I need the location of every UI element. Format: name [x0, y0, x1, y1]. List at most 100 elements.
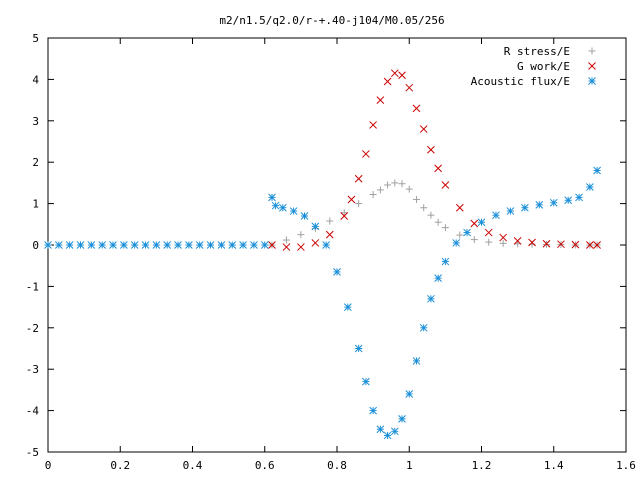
series-1	[268, 179, 601, 249]
data-point	[586, 183, 594, 191]
data-point	[434, 218, 442, 226]
data-point	[54, 241, 63, 249]
data-point	[543, 241, 551, 249]
data-point	[195, 241, 204, 249]
legend-marker	[588, 77, 596, 85]
data-point	[427, 211, 435, 219]
data-point	[206, 241, 215, 249]
y-tick-label: 4	[32, 73, 39, 86]
data-point	[289, 207, 298, 215]
data-point	[412, 104, 421, 113]
data-point	[362, 150, 370, 158]
data-point	[65, 241, 74, 249]
x-tick-label: 0.2	[110, 459, 130, 472]
data-point	[419, 125, 428, 133]
data-point	[455, 203, 464, 212]
data-point	[174, 241, 182, 249]
x-tick-label: 0.6	[255, 459, 275, 472]
data-point	[120, 241, 128, 249]
data-point	[98, 241, 107, 249]
data-point	[383, 431, 392, 440]
y-tick-label: -3	[26, 363, 39, 376]
data-point	[557, 240, 565, 249]
data-point	[420, 204, 428, 212]
y-tick-label: -2	[26, 322, 39, 335]
data-point	[412, 357, 421, 365]
data-point	[268, 241, 276, 249]
data-point	[513, 237, 522, 245]
data-point	[492, 211, 500, 220]
data-point	[311, 222, 320, 231]
series-2	[268, 69, 601, 251]
data-point	[152, 241, 161, 249]
data-point	[383, 77, 392, 86]
x-tick-label: 1.6	[616, 459, 636, 472]
data-point	[434, 164, 443, 173]
data-point	[355, 200, 363, 208]
data-point	[477, 218, 486, 227]
data-point	[564, 196, 573, 205]
data-point	[326, 217, 334, 225]
data-point	[398, 180, 406, 188]
y-tick-label: -1	[26, 280, 39, 293]
data-point	[354, 174, 363, 183]
x-tick-label: 1.4	[544, 459, 564, 472]
data-point	[130, 241, 139, 249]
data-point	[297, 231, 305, 239]
data-point	[427, 294, 435, 303]
data-point	[506, 207, 515, 215]
data-point	[347, 195, 356, 204]
data-point	[278, 203, 287, 212]
data-point	[586, 241, 594, 249]
data-point	[452, 239, 461, 247]
data-point	[463, 228, 471, 237]
data-point	[282, 236, 290, 244]
data-point	[575, 193, 583, 202]
x-tick-label: 1	[406, 459, 413, 472]
legend-label: R stress/E	[504, 45, 570, 58]
x-tick-label: 0.8	[327, 459, 347, 472]
y-tick-label: 1	[32, 198, 39, 211]
data-point	[369, 406, 377, 415]
data-point	[271, 201, 280, 210]
data-point	[87, 241, 96, 249]
data-point	[485, 238, 493, 246]
y-tick-label: -5	[26, 446, 39, 459]
legend-marker	[588, 62, 596, 70]
data-point	[76, 241, 85, 249]
x-tick-label: 1.2	[472, 459, 492, 472]
data-point	[470, 219, 479, 228]
data-point	[427, 145, 435, 154]
data-point	[405, 83, 414, 92]
legend-label: G work/E	[517, 60, 570, 73]
data-point	[340, 209, 348, 217]
data-point	[376, 96, 385, 104]
data-point	[391, 179, 399, 187]
data-point	[185, 241, 193, 249]
data-point	[109, 241, 117, 249]
data-point	[405, 390, 414, 398]
data-point	[268, 193, 276, 202]
data-point	[549, 198, 558, 207]
data-point	[390, 69, 399, 78]
data-point	[456, 231, 464, 239]
chart-title: m2/n1.5/q2.0/r-+.40-j104/M0.05/256	[219, 14, 444, 27]
y-tick-label: -4	[26, 405, 40, 418]
data-point	[484, 228, 493, 237]
data-point	[499, 239, 507, 247]
data-point	[390, 427, 399, 436]
x-axis: 0 0.2 0.4 0.6 0.8 1 1.2 1.4 1.6	[45, 38, 636, 472]
legend-label: Acoustic flux/E	[471, 75, 570, 88]
data-point	[384, 181, 392, 189]
legend: R stress/E G work/E Acoustic flux/E	[471, 45, 596, 88]
data-point	[441, 181, 450, 189]
y-tick-label: 0	[32, 239, 39, 252]
y-axis: 5 4 3 2 1 0 -1 -2 -3 -4 -5	[26, 32, 626, 459]
data-point	[470, 236, 478, 244]
data-point	[441, 224, 449, 232]
data-point	[376, 186, 384, 194]
data-point	[354, 344, 363, 353]
data-point	[535, 200, 544, 209]
data-point	[340, 212, 349, 220]
